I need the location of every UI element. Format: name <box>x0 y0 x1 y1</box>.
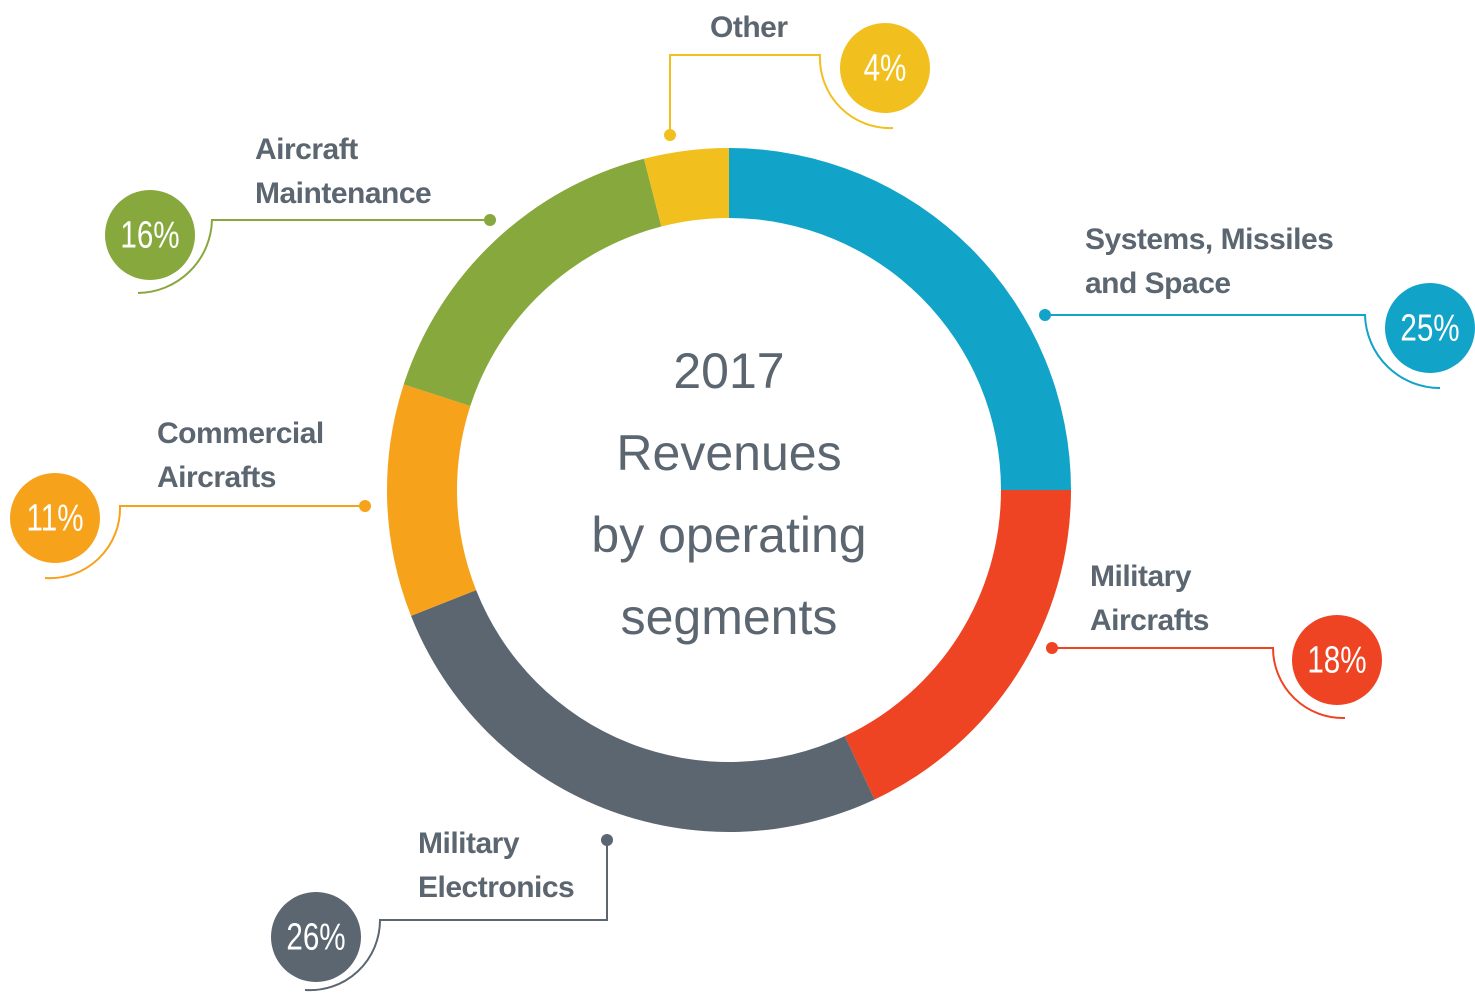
category-label: Military Aircrafts <box>1090 560 1209 637</box>
connector-dot <box>664 129 676 141</box>
value-label: 18% <box>1307 639 1366 681</box>
connector-dot <box>359 500 371 512</box>
category-label: Aircraft Maintenance <box>255 133 432 210</box>
badge <box>271 892 361 982</box>
value-label: 26% <box>286 916 345 958</box>
connector-dot <box>484 214 496 226</box>
connector <box>137 219 490 294</box>
category-label: Systems, Missiles and Space <box>1085 223 1334 300</box>
connector <box>44 505 365 580</box>
connector-dot <box>601 834 613 846</box>
connector-dot <box>1039 309 1051 321</box>
connector-dot <box>1046 642 1058 654</box>
connector <box>1052 647 1346 720</box>
value-label: 11% <box>26 497 83 539</box>
connector <box>1045 314 1441 389</box>
connector <box>304 840 608 992</box>
donut-segment <box>643 148 729 227</box>
chart-title: 2017 Revenues by operating segments <box>591 343 867 645</box>
badge <box>10 473 100 563</box>
badge <box>1292 615 1382 705</box>
badge <box>1385 283 1475 373</box>
category-label: Other <box>710 11 788 44</box>
donut-segment <box>729 148 1071 490</box>
value-label: 4% <box>864 47 907 89</box>
donut-segment <box>403 158 662 406</box>
donut-segment <box>844 490 1071 800</box>
category-label: Commercial Aircrafts <box>157 417 324 494</box>
badge <box>840 23 930 113</box>
connector <box>669 54 894 135</box>
badge <box>105 190 195 280</box>
value-label: 16% <box>120 214 179 256</box>
donut-segment <box>411 590 875 833</box>
category-label: Military Electronics <box>418 827 575 904</box>
donut-segment <box>387 384 477 616</box>
value-label: 25% <box>1400 307 1459 349</box>
